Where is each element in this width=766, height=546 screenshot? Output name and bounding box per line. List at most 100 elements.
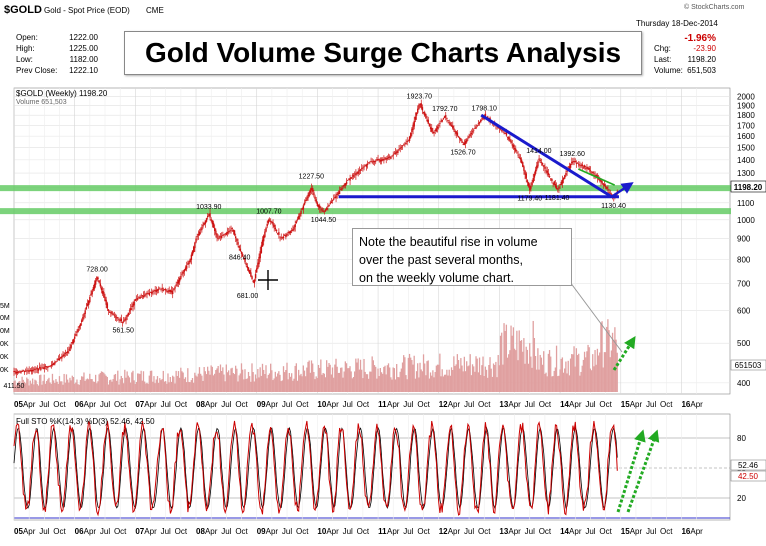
x-tick-label: Jul — [221, 527, 231, 536]
volume-bar — [298, 369, 300, 392]
volume-bar — [336, 366, 338, 392]
volume-bar — [516, 330, 518, 392]
volume-bar — [366, 374, 369, 392]
volume-bar — [419, 362, 421, 392]
price-candle — [118, 319, 120, 321]
volume-bar — [300, 373, 302, 392]
price-candle — [302, 205, 305, 210]
price-annotation: 1526.70 — [450, 149, 475, 156]
volume-bar — [313, 372, 315, 392]
price-candle — [132, 303, 134, 307]
volume-bar — [369, 371, 371, 392]
volume-bar — [399, 371, 401, 392]
sto-k-label: 52.46 — [738, 461, 759, 470]
volume-legend: Volume 651,503 — [16, 99, 67, 106]
price-candle — [97, 277, 99, 280]
price-candle — [108, 311, 111, 313]
price-candle — [522, 162, 524, 167]
volume-bar — [114, 373, 117, 392]
price-candle — [516, 152, 518, 154]
volume-bar — [284, 372, 286, 392]
price-candle — [292, 229, 294, 231]
volume-bar — [405, 375, 407, 392]
volume-bar — [439, 353, 441, 392]
volume-bar — [397, 376, 399, 392]
volume-bar — [392, 367, 394, 392]
x-tick-label: Oct — [539, 400, 552, 409]
volume-bar — [51, 373, 54, 392]
price-candle — [63, 354, 65, 357]
price-candle — [610, 194, 613, 196]
price-candle — [114, 316, 117, 318]
volume-bar — [228, 370, 230, 392]
volume-bar — [365, 374, 367, 392]
volume-bar — [83, 372, 85, 392]
volume-bar — [43, 374, 45, 392]
price-candle — [473, 129, 475, 131]
volume-bar — [384, 365, 386, 392]
x-tick-label: Jul — [161, 527, 171, 536]
volume-bar — [603, 352, 606, 392]
price-annotation: 1227.50 — [299, 173, 324, 180]
volume-bar — [611, 332, 614, 392]
volume-bar — [188, 381, 190, 392]
price-candle — [185, 265, 188, 269]
volume-bar — [117, 370, 119, 392]
volume-bar — [291, 373, 293, 392]
price-candle — [176, 282, 179, 284]
price-candle — [426, 119, 428, 122]
price-candle — [511, 144, 513, 146]
volume-bar — [201, 375, 203, 392]
volume-bar — [377, 368, 379, 392]
price-candle — [357, 171, 359, 174]
volume-bar — [30, 383, 33, 392]
price-candle — [365, 164, 368, 167]
price-candle — [538, 158, 540, 160]
price-candle — [166, 290, 168, 292]
volume-bar — [211, 366, 213, 392]
price-candle — [555, 185, 558, 190]
price-candle — [464, 140, 467, 144]
volume-bar — [181, 371, 183, 392]
volume-bar — [76, 379, 78, 392]
volume-bar — [182, 372, 184, 392]
price-candle — [440, 121, 442, 123]
volume-bar — [214, 373, 216, 392]
price-candle — [571, 161, 573, 164]
volume-bar — [391, 379, 393, 392]
volume-bar — [155, 379, 157, 392]
volume-bar — [278, 371, 280, 392]
x-tick-label: 15 — [621, 400, 630, 409]
price-candle — [291, 230, 293, 231]
x-tick-label: Oct — [235, 400, 248, 409]
price-candle — [45, 366, 48, 368]
price-candle — [64, 353, 67, 354]
price-candle — [575, 163, 578, 164]
volume-bar — [553, 370, 555, 392]
price-candle — [544, 166, 546, 169]
volume-bar — [422, 354, 425, 392]
x-tick-label: Apr — [690, 400, 703, 409]
volume-bar — [143, 381, 146, 392]
price-candle — [253, 279, 256, 284]
volume-bar — [515, 350, 517, 392]
volume-bar — [256, 378, 258, 392]
volume-bar — [20, 385, 22, 392]
price-candle — [586, 166, 588, 169]
price-candle — [254, 274, 257, 279]
x-tick-label: Jul — [464, 400, 474, 409]
symbol: $GOLD — [4, 4, 42, 16]
price-candle — [271, 221, 273, 224]
volume-bar — [70, 380, 72, 392]
price-candle — [150, 291, 153, 294]
price-candle — [30, 370, 33, 372]
volume-bar — [546, 376, 548, 392]
x-tick-label: Apr — [205, 527, 218, 536]
price-candle — [167, 291, 169, 293]
volume-bar — [529, 343, 531, 392]
price-candle — [72, 339, 75, 344]
volume-bar — [482, 356, 484, 392]
price-candle — [419, 104, 421, 106]
x-tick-label: Apr — [266, 527, 279, 536]
